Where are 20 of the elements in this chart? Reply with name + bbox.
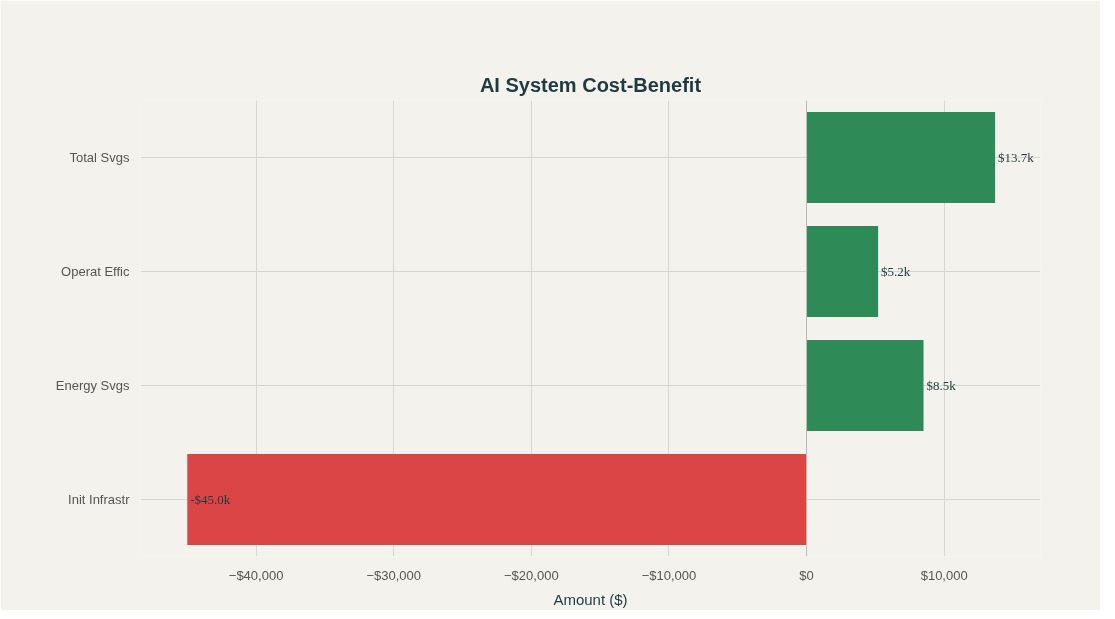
bar	[806, 111, 996, 204]
x-tick-label: $0	[799, 567, 814, 583]
bar	[187, 453, 807, 546]
chart-title: AI System Cost-Benefit	[479, 73, 702, 96]
y-tick-label: Total Svgs	[69, 150, 130, 165]
y-tick-label: Energy Svgs	[55, 378, 130, 393]
x-tick-label: −$30,000	[366, 567, 422, 583]
x-tick-label: −$20,000	[504, 567, 559, 583]
y-tick-label: Init Infrastr	[68, 492, 131, 507]
x-axis-title: Amount ($)	[553, 590, 628, 608]
x-tick-label: $10,000	[920, 567, 968, 583]
data-label: -$45.0k	[190, 492, 231, 507]
data-label: $13.7k	[998, 150, 1035, 165]
y-tick-label: Operat Effic	[61, 264, 130, 279]
data-label: $8.5k	[926, 378, 957, 393]
bar	[806, 225, 879, 318]
x-tick-label: −$40,000	[228, 567, 284, 583]
data-label: $5.2k	[881, 264, 911, 279]
x-tick-label: −$10,000	[641, 567, 697, 583]
bar	[806, 339, 924, 432]
